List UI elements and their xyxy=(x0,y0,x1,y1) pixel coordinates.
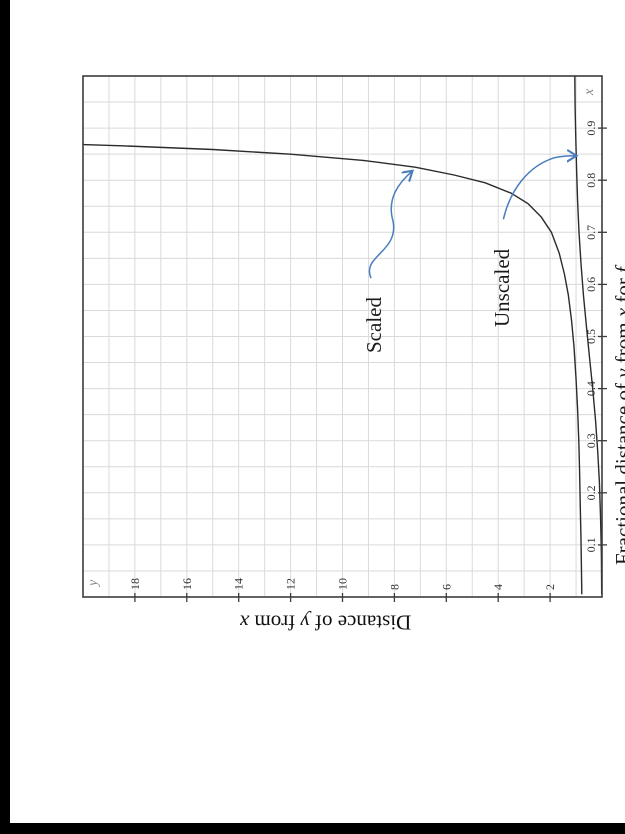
x-tick-label: 0.7 xyxy=(584,225,598,240)
annotation-arrow-scaled xyxy=(368,171,412,279)
y-tick-label: 18 xyxy=(128,578,142,590)
line-chart: 0.1 0.2 0.3 0.4 0.5 0.6 0.7 0.8 0.9 2 4 6 8 10 12 14 16 1… xyxy=(82,75,607,602)
y-tick-label: 8 xyxy=(387,584,401,590)
y-tick-label: 2 xyxy=(543,584,557,590)
figure-caption: Fractional distance of y from x for f xyxy=(611,267,625,565)
viewer-background-left-bar xyxy=(0,0,10,834)
y-tick-label: 12 xyxy=(284,578,298,590)
caption-mid: from xyxy=(611,322,625,364)
y-tick-label: 16 xyxy=(180,578,194,590)
document-page: 0.1 0.2 0.3 0.4 0.5 0.6 0.7 0.8 0.9 2 4 6 8 10 12 14 16 1… xyxy=(10,0,625,823)
x-tick-label: 0.1 xyxy=(584,537,598,552)
viewer-background-bottom-bar xyxy=(0,823,625,834)
caption-text: Fractional distance of xyxy=(611,383,625,565)
x-tick-label: 0.9 xyxy=(584,121,598,136)
y-tick-label: 6 xyxy=(439,584,453,590)
y-axis-corner-label: y xyxy=(86,579,101,586)
y-axis-title-x: x xyxy=(239,610,250,635)
caption-f: f xyxy=(611,267,625,273)
x-tick-label: 0.6 xyxy=(584,277,598,292)
caption-for: for xyxy=(611,278,625,303)
y-tick-label: 14 xyxy=(232,578,246,590)
caption-x: x xyxy=(611,308,625,317)
annotation-scaled-label: Scaled xyxy=(362,297,386,353)
y-tick-label: 10 xyxy=(336,578,350,590)
x-tick-label: 0.3 xyxy=(584,433,598,448)
x-tick-label: 0.2 xyxy=(584,485,598,500)
x-axis-corner-label: x xyxy=(582,88,597,95)
scaled-curve xyxy=(83,143,583,595)
y-axis-title-mid: from xyxy=(249,610,301,635)
y-axis-title-text: Distance of xyxy=(309,610,412,635)
caption-y: y xyxy=(611,368,625,377)
annotation-unscaled-label: Unscaled xyxy=(490,248,514,327)
y-tick-label: 4 xyxy=(491,584,505,590)
x-tick-label: 0.4 xyxy=(584,381,598,396)
x-tick-label: 0.8 xyxy=(584,173,598,188)
y-axis-title: Distance of y from x xyxy=(176,610,476,635)
annotation-arrow-unscaled xyxy=(502,156,576,220)
x-tick-label: 0.5 xyxy=(584,329,598,344)
y-axis-title-y: y xyxy=(300,610,310,635)
